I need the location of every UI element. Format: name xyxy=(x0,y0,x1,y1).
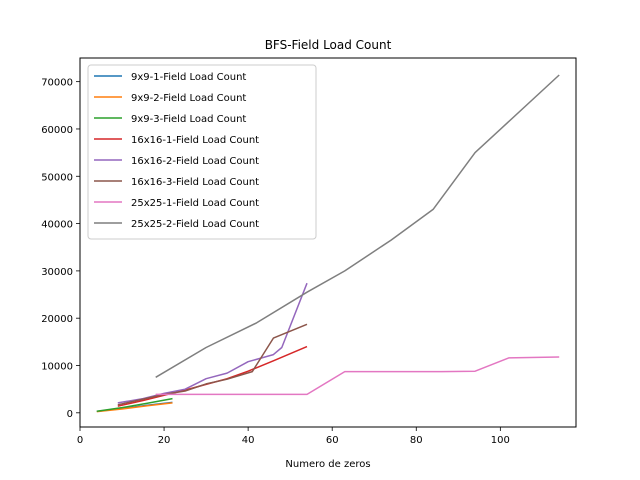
legend-entry: 16x16-3-Field Load Count xyxy=(131,177,259,188)
series-line-2 xyxy=(96,402,173,413)
series-layer xyxy=(96,74,560,413)
series-line-7 xyxy=(155,356,560,396)
legend-entry: 9x9-2-Field Load Count xyxy=(131,93,246,104)
legend: 9x9-1-Field Load Count 9x9-2-Field Load C… xyxy=(87,64,317,240)
series-line-6 xyxy=(117,323,308,406)
y-tick-label: 0 xyxy=(67,409,73,420)
y-tick-label: 60000 xyxy=(41,125,73,136)
series-line-8 xyxy=(155,74,560,378)
x-axis-label: Numero de zeros xyxy=(285,459,370,470)
y-tick-label: 30000 xyxy=(41,267,73,278)
legend-entry: 16x16-2-Field Load Count xyxy=(131,156,259,167)
series-line-3 xyxy=(96,397,173,412)
y-tick-label: 20000 xyxy=(41,314,73,325)
x-tick-label: 20 xyxy=(158,435,171,446)
legend-box xyxy=(87,64,317,240)
y-tick-label: 40000 xyxy=(41,220,73,231)
chart-title: BFS-Field Load Count xyxy=(265,38,392,52)
y-tick-label: 50000 xyxy=(41,172,73,183)
x-tick-label: 0 xyxy=(77,435,83,446)
y-axis: 0 10000 20000 30000 40000 50000 60000 70000 xyxy=(41,78,80,420)
x-tick-label: 60 xyxy=(326,435,339,446)
legend-entry: 16x16-1-Field Load Count xyxy=(131,135,259,146)
y-tick-label: 70000 xyxy=(41,78,73,89)
legend-entry: 25x25-1-Field Load Count xyxy=(131,198,259,209)
x-tick-label: 100 xyxy=(491,435,510,446)
x-axis: 0 20 40 60 80 100 xyxy=(77,427,510,446)
series-line-5 xyxy=(117,282,308,404)
x-tick-label: 80 xyxy=(410,435,423,446)
legend-entry: 9x9-1-Field Load Count xyxy=(131,72,246,83)
legend-entry: 9x9-3-Field Load Count xyxy=(131,114,246,125)
x-tick-label: 40 xyxy=(242,435,255,446)
plot-frame xyxy=(79,57,577,428)
legend-entry: 25x25-2-Field Load Count xyxy=(131,219,259,230)
y-tick-label: 10000 xyxy=(41,362,73,373)
